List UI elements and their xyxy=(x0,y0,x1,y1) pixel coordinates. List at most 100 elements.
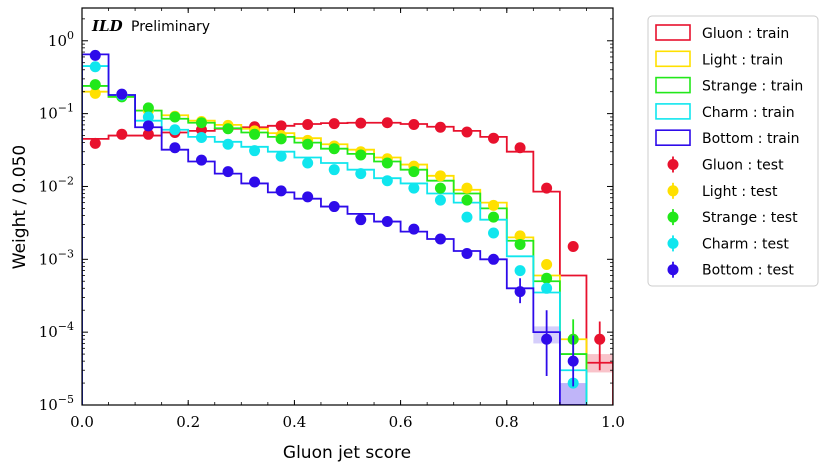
strange-train-legend-swatch xyxy=(655,76,691,94)
charm-train-histogram xyxy=(82,65,588,405)
light-train-legend-label: Light : train xyxy=(702,52,783,68)
strange-test-point xyxy=(275,133,287,145)
bottom-test-legend-marker xyxy=(667,264,679,276)
bottom-test-point xyxy=(514,286,526,298)
charm-test-point xyxy=(461,211,473,223)
charm-test-point xyxy=(488,227,500,239)
legend: Gluon : train Light : train Strange : trai… xyxy=(647,15,819,287)
bottom-test-point xyxy=(195,154,207,166)
y-tick-label: 10−2 xyxy=(39,174,74,195)
bottom-test-point xyxy=(381,216,393,228)
gluon-test-point xyxy=(594,333,606,345)
x-axis-label: Gluon jet score xyxy=(283,443,411,463)
charm-test-point xyxy=(355,168,367,180)
charm-train-legend-label: Charm : train xyxy=(702,105,795,121)
bottom-test-point xyxy=(567,355,579,367)
charm-test-point xyxy=(249,145,261,157)
x-tick-label: 0.8 xyxy=(495,413,519,431)
light-test-point xyxy=(89,87,101,99)
charm-test-point xyxy=(89,61,101,73)
gluon-test-point xyxy=(461,126,473,138)
bottom-test-point xyxy=(89,49,101,61)
bottom-test-point xyxy=(249,176,261,188)
strange-test-point xyxy=(195,117,207,129)
bottom-test-point xyxy=(142,120,154,132)
gluon-test-point xyxy=(408,118,420,130)
gluon-test-point xyxy=(381,117,393,129)
charm-test-point xyxy=(541,282,553,294)
gluon-test-point xyxy=(142,128,154,140)
bottom-test-point xyxy=(302,191,314,203)
strange-test-point xyxy=(381,157,393,169)
bottom-test-point xyxy=(116,88,128,100)
strange-test-point xyxy=(142,102,154,114)
bottom-test-point xyxy=(222,166,234,178)
charm-test-point xyxy=(381,175,393,187)
strange-test-point xyxy=(222,123,234,135)
charm-test-point xyxy=(142,111,154,123)
plot-area xyxy=(82,49,613,405)
charm-test-point xyxy=(195,132,207,144)
light-test-point xyxy=(434,170,446,182)
bottom-test-point xyxy=(328,201,340,213)
ild-annotation: ILD Preliminary xyxy=(91,17,210,35)
bottom-test-legend-label: Bottom : test xyxy=(702,263,794,279)
y-tick-label: 100 xyxy=(48,29,74,50)
strange-test-legend-label: Strange : test xyxy=(702,210,798,226)
charm-train-legend-swatch xyxy=(655,103,691,120)
strange-test-point xyxy=(434,182,446,194)
bottom-test-point xyxy=(169,142,181,154)
strange-test-point xyxy=(328,143,340,155)
gluon-test-point xyxy=(275,120,287,132)
gluon-test-point xyxy=(355,117,367,129)
bottom-test-point xyxy=(541,333,553,345)
charm-test-point xyxy=(222,138,234,150)
light-train-legend-swatch xyxy=(655,50,691,68)
bottom-uncertainty-band xyxy=(559,383,587,405)
gluon-test-point xyxy=(302,118,314,130)
axes: 0.0 0.2 0.4 0.6 0.8 1.0 100 10−1 10−2 10−3 10−4 10−… xyxy=(39,8,625,431)
y-tick-label: 10−5 xyxy=(39,393,74,414)
gluon-train-legend-label: Gluon : train xyxy=(702,26,789,42)
charm-test-legend-marker xyxy=(667,237,679,249)
bottom-test-point xyxy=(408,223,420,235)
charm-test-point xyxy=(275,150,287,162)
light-test-legend-label: Light : test xyxy=(702,184,778,200)
light-test-point xyxy=(541,258,553,270)
charm-test-legend-label: Charm : test xyxy=(702,236,789,252)
bottom-test-point xyxy=(488,253,500,265)
gluon-test-point xyxy=(89,137,101,149)
gluon-test-legend-label: Gluon : test xyxy=(702,158,784,174)
y-tick-label: 10−4 xyxy=(39,320,74,341)
bottom-test-point xyxy=(461,248,473,260)
gluon-test-legend-marker xyxy=(667,159,679,170)
strange-test-point xyxy=(89,79,101,91)
strange-test-point xyxy=(355,149,367,161)
strange-test-point xyxy=(302,138,314,150)
light-test-point xyxy=(461,182,473,194)
charm-test-point xyxy=(434,194,446,206)
charm-test-point xyxy=(328,164,340,176)
charm-test-point xyxy=(302,157,314,169)
strange-test-point xyxy=(514,238,526,250)
strange-test-legend-marker xyxy=(667,211,679,223)
bottom-test-point xyxy=(275,185,287,197)
gluon-test-point xyxy=(434,121,446,133)
light-test-point xyxy=(514,230,526,242)
bottom-test-point xyxy=(355,214,367,226)
bottom-train-legend-label: Bottom : train xyxy=(702,131,800,147)
x-tick-label: 0.2 xyxy=(176,413,200,431)
x-tick-label: 0.6 xyxy=(389,413,413,431)
strange-test-point xyxy=(169,111,181,123)
y-axis-label: Weight / 0.050 xyxy=(10,145,30,269)
strange-test-point xyxy=(461,194,473,206)
charm-test-point xyxy=(514,265,526,277)
strange-test-point xyxy=(249,128,261,140)
charm-test-point xyxy=(408,182,420,194)
gluon-test-point xyxy=(567,240,579,252)
strange-train-legend-label: Strange : train xyxy=(702,79,803,95)
strange-test-point xyxy=(488,211,500,223)
strange-test-point xyxy=(408,166,420,178)
gluon-test-point xyxy=(514,142,526,154)
